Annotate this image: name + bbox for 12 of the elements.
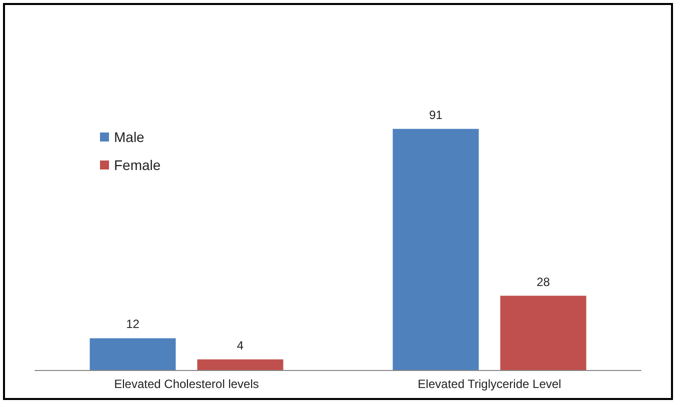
bar: [392, 128, 479, 370]
bar: [500, 296, 586, 370]
x-tick-label: Elevated Triglyceride Level: [418, 377, 562, 391]
data-label: 91: [429, 108, 443, 122]
data-label: 28: [536, 274, 550, 289]
bar: [197, 359, 284, 370]
legend-label: Female: [114, 157, 161, 173]
data-label: 4: [236, 338, 244, 352]
data-label: 12: [126, 317, 140, 332]
bar: [90, 338, 176, 370]
legend-label: Male: [114, 129, 145, 145]
x-tick-label: Elevated Cholesterol levels: [114, 377, 259, 391]
